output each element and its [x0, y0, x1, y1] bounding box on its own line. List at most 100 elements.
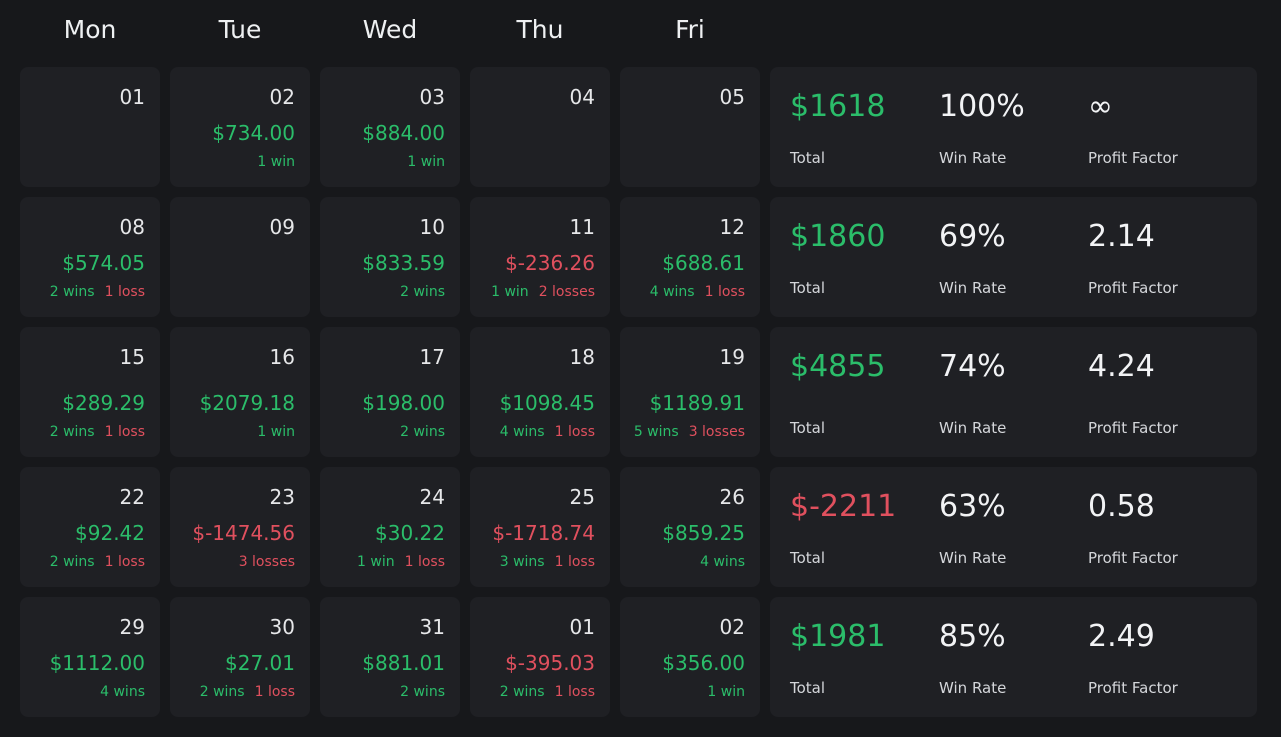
day-cell[interactable]: 16 $2079.18 1 win — [170, 327, 310, 457]
day-cell[interactable]: 10 $833.59 2 wins — [320, 197, 460, 317]
day-header-wed: Wed — [362, 15, 418, 44]
week-profit-factor-label: Profit Factor — [1088, 419, 1178, 437]
wins-count: 2 wins — [499, 684, 545, 700]
day-trade-counts: 3 wins 1 loss — [500, 553, 595, 571]
day-cell[interactable]: 17 $198.00 2 wins — [320, 327, 460, 457]
wins-count: 1 win — [491, 284, 529, 300]
week-profit-factor-label: Profit Factor — [1088, 549, 1178, 567]
day-trade-counts: 1 win — [257, 153, 295, 171]
week-win-rate-label: Win Rate — [939, 549, 1007, 567]
day-trade-counts: 2 wins 1 loss — [200, 683, 295, 701]
day-cell[interactable]: 02 $356.00 1 win — [620, 597, 760, 717]
day-trade-counts: 1 win 1 loss — [357, 553, 445, 571]
wins-count: 5 wins — [633, 424, 679, 440]
losses-count: 1 loss — [254, 684, 295, 700]
day-cell[interactable]: 04 — [470, 67, 610, 187]
day-date: 11 — [569, 215, 595, 239]
wins-count: 2 wins — [49, 284, 95, 300]
day-pnl: $92.42 — [75, 521, 145, 545]
week-total-label: Total — [790, 679, 826, 697]
day-trade-counts: 5 wins 3 losses — [634, 423, 745, 441]
day-pnl: $-395.03 — [505, 651, 595, 675]
day-pnl: $1189.91 — [649, 391, 745, 415]
day-trade-counts: 1 win — [257, 423, 295, 441]
day-cell[interactable]: 01 $-395.03 2 wins 1 loss — [470, 597, 610, 717]
week-total-value: $1860 — [790, 219, 886, 254]
wins-count: 4 wins — [700, 554, 745, 570]
day-cell[interactable]: 19 $1189.91 5 wins 3 losses — [620, 327, 760, 457]
day-cell[interactable]: 12 $688.61 4 wins 1 loss — [620, 197, 760, 317]
day-date: 10 — [419, 215, 445, 239]
day-date: 30 — [269, 615, 295, 639]
day-trade-counts: 3 losses — [239, 553, 295, 571]
day-cell[interactable]: 11 $-236.26 1 win 2 losses — [470, 197, 610, 317]
week-total-label: Total — [790, 279, 826, 297]
day-cell[interactable]: 08 $574.05 2 wins 1 loss — [20, 197, 160, 317]
wins-count: 4 wins — [100, 684, 145, 700]
day-date: 08 — [119, 215, 145, 239]
week-total-label: Total — [790, 149, 826, 167]
day-cell[interactable]: 15 $289.29 2 wins 1 loss — [20, 327, 160, 457]
day-header-mon: Mon — [63, 15, 117, 44]
day-date: 23 — [269, 485, 295, 509]
day-pnl: $356.00 — [662, 651, 745, 675]
week-win-rate-label: Win Rate — [939, 149, 1007, 167]
day-date: 31 — [419, 615, 445, 639]
day-cell[interactable]: 24 $30.22 1 win 1 loss — [320, 467, 460, 587]
day-cell[interactable]: 03 $884.00 1 win — [320, 67, 460, 187]
day-cell[interactable]: 05 — [620, 67, 760, 187]
day-cell[interactable]: 29 $1112.00 4 wins — [20, 597, 160, 717]
day-pnl: $881.01 — [362, 651, 445, 675]
day-pnl: $833.59 — [362, 251, 445, 275]
day-pnl: $859.25 — [662, 521, 745, 545]
day-date: 24 — [419, 485, 445, 509]
wins-count: 2 wins — [49, 554, 95, 570]
day-pnl: $198.00 — [362, 391, 445, 415]
day-cell[interactable]: 25 $-1718.74 3 wins 1 loss — [470, 467, 610, 587]
day-cell[interactable]: 02 $734.00 1 win — [170, 67, 310, 187]
week-total-value: $1618 — [790, 89, 886, 124]
day-cell[interactable]: 22 $92.42 2 wins 1 loss — [20, 467, 160, 587]
day-trade-counts: 2 wins 1 loss — [500, 683, 595, 701]
day-cell[interactable]: 30 $27.01 2 wins 1 loss — [170, 597, 310, 717]
day-trade-counts: 4 wins — [700, 553, 745, 571]
day-cell[interactable]: 09 — [170, 197, 310, 317]
wins-count: 1 win — [707, 684, 745, 700]
day-cell[interactable]: 26 $859.25 4 wins — [620, 467, 760, 587]
day-trade-counts: 2 wins — [400, 683, 445, 701]
week-profit-factor-value: 0.58 — [1088, 489, 1155, 524]
day-date: 17 — [419, 345, 445, 369]
day-pnl: $30.22 — [375, 521, 445, 545]
day-pnl: $1098.45 — [499, 391, 595, 415]
day-trade-counts: 2 wins 1 loss — [50, 283, 145, 301]
week-profit-factor-label: Profit Factor — [1088, 279, 1178, 297]
week-win-rate-value: 74% — [939, 349, 1006, 384]
day-date: 05 — [719, 85, 745, 109]
day-pnl: $-1474.56 — [192, 521, 295, 545]
week-win-rate-label: Win Rate — [939, 419, 1007, 437]
week-summary: $4855 Total 74% Win Rate 4.24 Profit Factor — [770, 327, 1257, 457]
day-cell[interactable]: 31 $881.01 2 wins — [320, 597, 460, 717]
week-win-rate-value: 85% — [939, 619, 1006, 654]
losses-count: 1 loss — [554, 554, 595, 570]
day-cell[interactable]: 01 — [20, 67, 160, 187]
week-summary: $-2211 Total 63% Win Rate 0.58 Profit Factor — [770, 467, 1257, 587]
week-win-rate-value: 100% — [939, 89, 1025, 124]
day-date: 15 — [119, 345, 145, 369]
day-cell[interactable]: 23 $-1474.56 3 losses — [170, 467, 310, 587]
day-trade-counts: 2 wins 1 loss — [50, 423, 145, 441]
day-pnl: $2079.18 — [199, 391, 295, 415]
day-date: 02 — [719, 615, 745, 639]
losses-count: 1 loss — [704, 284, 745, 300]
wins-count: 4 wins — [649, 284, 695, 300]
day-date: 09 — [269, 215, 295, 239]
day-date: 18 — [569, 345, 595, 369]
week-total-value: $4855 — [790, 349, 886, 384]
wins-count: 2 wins — [400, 684, 445, 700]
day-date: 04 — [569, 85, 595, 109]
week-total-label: Total — [790, 419, 826, 437]
day-trade-counts: 1 win — [707, 683, 745, 701]
wins-count: 2 wins — [400, 424, 445, 440]
day-cell[interactable]: 18 $1098.45 4 wins 1 loss — [470, 327, 610, 457]
week-profit-factor-value: 2.14 — [1088, 219, 1155, 254]
